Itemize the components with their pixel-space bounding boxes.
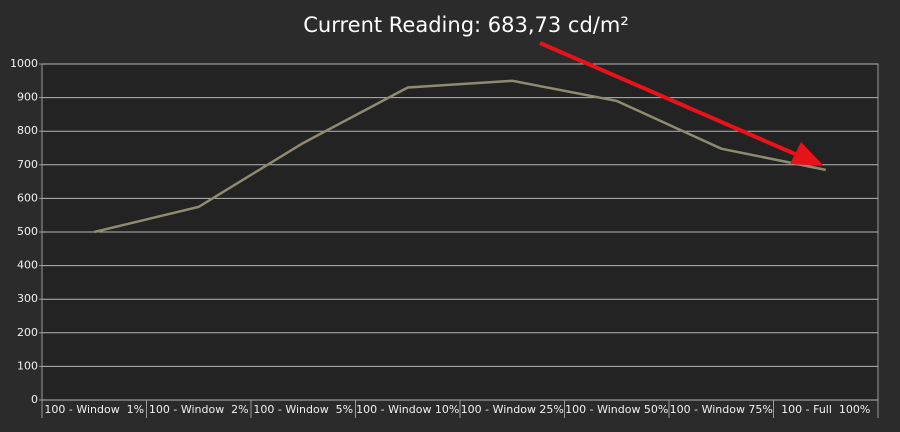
annotation-arrow — [539, 41, 824, 166]
y-tick-label: 900 — [17, 91, 38, 104]
x-tick-label: 100 - Window 2% — [149, 403, 249, 416]
arrow-shaft — [539, 41, 796, 156]
y-tick-label: 100 — [17, 359, 38, 372]
x-tick-label: 100 - Full 100% — [781, 403, 870, 416]
x-tick-label: 100 - Window 5% — [253, 403, 353, 416]
arrow-head — [790, 142, 824, 166]
y-tick-label: 400 — [17, 259, 38, 272]
data-line — [93, 79, 826, 234]
chart-title: Current Reading: 683,73 cd/m² — [303, 13, 629, 37]
x-tick-label: 100 - Window 50% — [565, 403, 668, 416]
y-tick-label: 800 — [17, 124, 38, 137]
y-tick-label: 300 — [17, 292, 38, 305]
y-tick-label: 1000 — [10, 57, 38, 70]
y-tick-label: 600 — [17, 191, 38, 204]
y-tick-label: 500 — [17, 225, 38, 238]
y-tick-label: 0 — [31, 393, 38, 406]
x-tick-label: 100 - Window 75% — [670, 403, 773, 416]
x-tick-label: 100 - Window 1% — [44, 403, 144, 416]
y-tick-label: 700 — [17, 158, 38, 171]
x-tick-label: 100 - Window 25% — [461, 403, 564, 416]
x-tick-label: 100 - Window 10% — [356, 403, 459, 416]
y-tick-label: 200 — [17, 326, 38, 339]
